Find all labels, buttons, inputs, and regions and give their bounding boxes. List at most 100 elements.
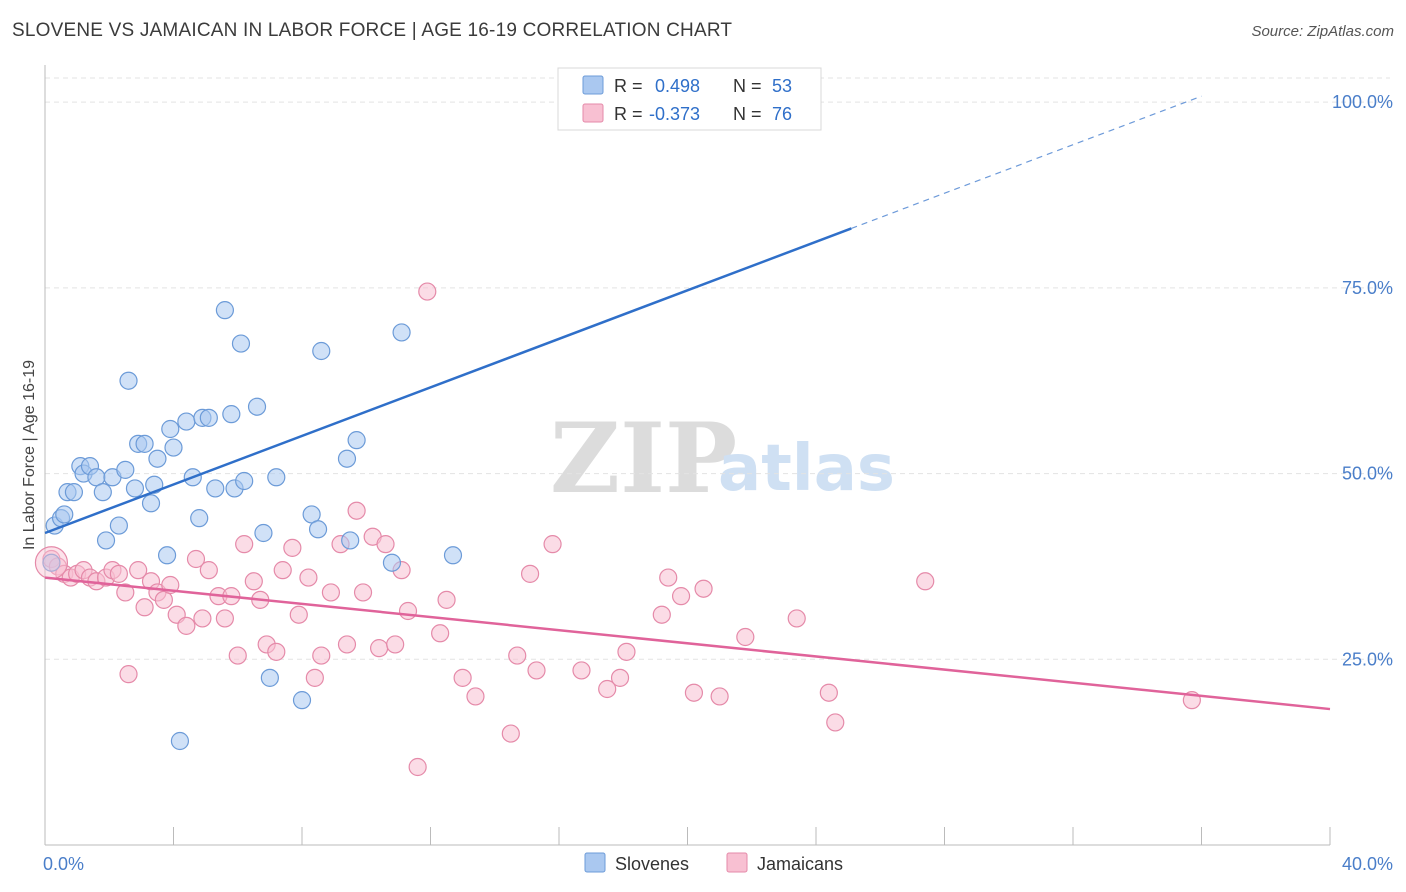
jamaican-point-45 (370, 639, 389, 658)
slovene-point-32 (222, 405, 241, 424)
jamaican-point-10 (109, 564, 128, 583)
slovene-point-43 (312, 341, 331, 361)
jamaican-point-59 (527, 661, 546, 680)
axes: 0.0% 40.0% (43, 65, 1393, 874)
jamaican-point-13 (129, 561, 148, 580)
y-tick-label-25: 25.0% (1342, 649, 1393, 669)
jamaican-point-35 (289, 605, 308, 624)
slovene-trend-line (44, 227, 852, 535)
chart-title: SLOVENE VS JAMAICAN IN LABOR FORCE | AGE… (12, 20, 733, 41)
slovene-point-47 (382, 553, 402, 572)
jamaican-point-14 (135, 598, 154, 617)
legend-swatch-jamaicans (582, 103, 604, 123)
jamaican-point-61 (572, 661, 591, 680)
jamaican-point-74 (826, 713, 845, 732)
slovene-point-14 (119, 371, 138, 390)
x-tick-label-start: 0.0% (43, 854, 84, 874)
jamaican-point-42 (347, 501, 366, 520)
slovene-point-44 (341, 531, 360, 550)
slovene-point-23 (164, 438, 183, 457)
jamaican-point-38 (312, 646, 331, 665)
y-tick-label-50: 50.0% (1342, 464, 1393, 484)
watermark: ZIP atlas (550, 402, 895, 515)
grid: 25.0% 50.0% 75.0% 100.0% (45, 77, 1393, 669)
jamaican-point-46 (376, 535, 395, 554)
slovene-point-52 (42, 553, 61, 572)
legend-r-label-slovenes: R = (614, 76, 643, 96)
slovene-point-42 (308, 520, 328, 539)
slovene-point-22 (161, 419, 180, 439)
slovene-trend-extension (851, 95, 1202, 229)
legend-n-value-jamaicans: 76 (772, 104, 792, 124)
trend-lines (44, 95, 1331, 711)
slovene-point-17 (135, 434, 154, 453)
jamaican-point-58 (520, 564, 540, 583)
legend-swatch-slovenes (582, 75, 604, 95)
jamaican-point-69 (694, 579, 713, 598)
jamaican-point-22 (193, 609, 212, 628)
jamaican-point-33 (273, 561, 292, 580)
jamaican-point-47 (386, 635, 405, 654)
legend-r-value-slovenes: 0.498 (655, 76, 700, 96)
slovene-point-39 (267, 468, 286, 487)
slovene-point-27 (190, 509, 209, 528)
slovene-point-48 (392, 323, 411, 342)
jamaican-point-large (34, 546, 69, 580)
jamaican-point-75 (916, 572, 935, 591)
slovene-point-4 (64, 483, 84, 502)
jamaican-point-55 (466, 687, 485, 706)
slovene-point-21 (157, 546, 177, 565)
jamaican-point-20 (177, 616, 196, 635)
jamaican-point-49 (398, 601, 418, 621)
jamaican-point-63 (610, 668, 630, 687)
jamaican-point-21 (186, 549, 206, 569)
y-tick-label-75: 75.0% (1342, 278, 1393, 298)
slovene-point-2 (55, 505, 74, 524)
slovene-point-49 (443, 546, 463, 565)
jamaican-point-64 (617, 642, 636, 661)
jamaican-point-72 (787, 609, 806, 628)
jamaican-point-65 (652, 605, 671, 624)
legend-n-value-slovenes: 53 (772, 76, 792, 96)
jamaican-point-23 (199, 561, 218, 580)
bottom-legend: Slovenes Jamaicans (584, 852, 843, 874)
jamaican-point-43 (353, 583, 373, 602)
legend-r-label-jamaicans: R = (614, 104, 643, 124)
slovene-point-12 (109, 516, 128, 535)
slovene-point-24 (170, 731, 190, 751)
slovene-point-31 (215, 301, 234, 320)
jamaican-point-56 (501, 724, 520, 743)
jamaican-point-60 (543, 535, 562, 554)
watermark-zip: ZIP (550, 402, 737, 515)
jamaican-point-73 (819, 683, 838, 702)
slovene-point-45 (337, 449, 357, 468)
jamaican-point-52 (431, 624, 450, 643)
slovene-point-15 (125, 479, 145, 498)
jamaican-point-54 (453, 668, 472, 687)
jamaican-point-50 (408, 757, 427, 777)
slovene-point-9 (93, 483, 112, 502)
slovene-point-34 (231, 334, 251, 353)
slovene-point-38 (260, 668, 279, 687)
jamaican-point-34 (283, 538, 302, 557)
jamaican-point-39 (321, 583, 341, 602)
slovene-point-18 (141, 494, 161, 513)
jamaican-point-12 (119, 665, 138, 684)
slovene-point-36 (247, 397, 267, 416)
jamaican-point-37 (305, 668, 324, 687)
slovene-point-37 (254, 523, 273, 543)
slovene-point-13 (116, 460, 135, 479)
jamaican-point-41 (337, 635, 357, 654)
slovene-point-40 (292, 691, 312, 710)
legend-n-label-jamaicans: N = (733, 104, 762, 124)
jamaican-trend-line (44, 576, 1331, 711)
jamaican-point-32 (267, 642, 286, 661)
jamaican-point-57 (508, 646, 527, 665)
bottom-legend-label-slovenes: Slovenes (615, 854, 689, 874)
slovene-point-10 (96, 531, 116, 550)
legend: R = 0.498 N = 53 R = -0.373 N = 76 (557, 67, 822, 131)
slovene-point-29 (199, 408, 218, 427)
jamaican-point-25 (215, 609, 234, 628)
jamaican-point-62 (598, 679, 617, 699)
